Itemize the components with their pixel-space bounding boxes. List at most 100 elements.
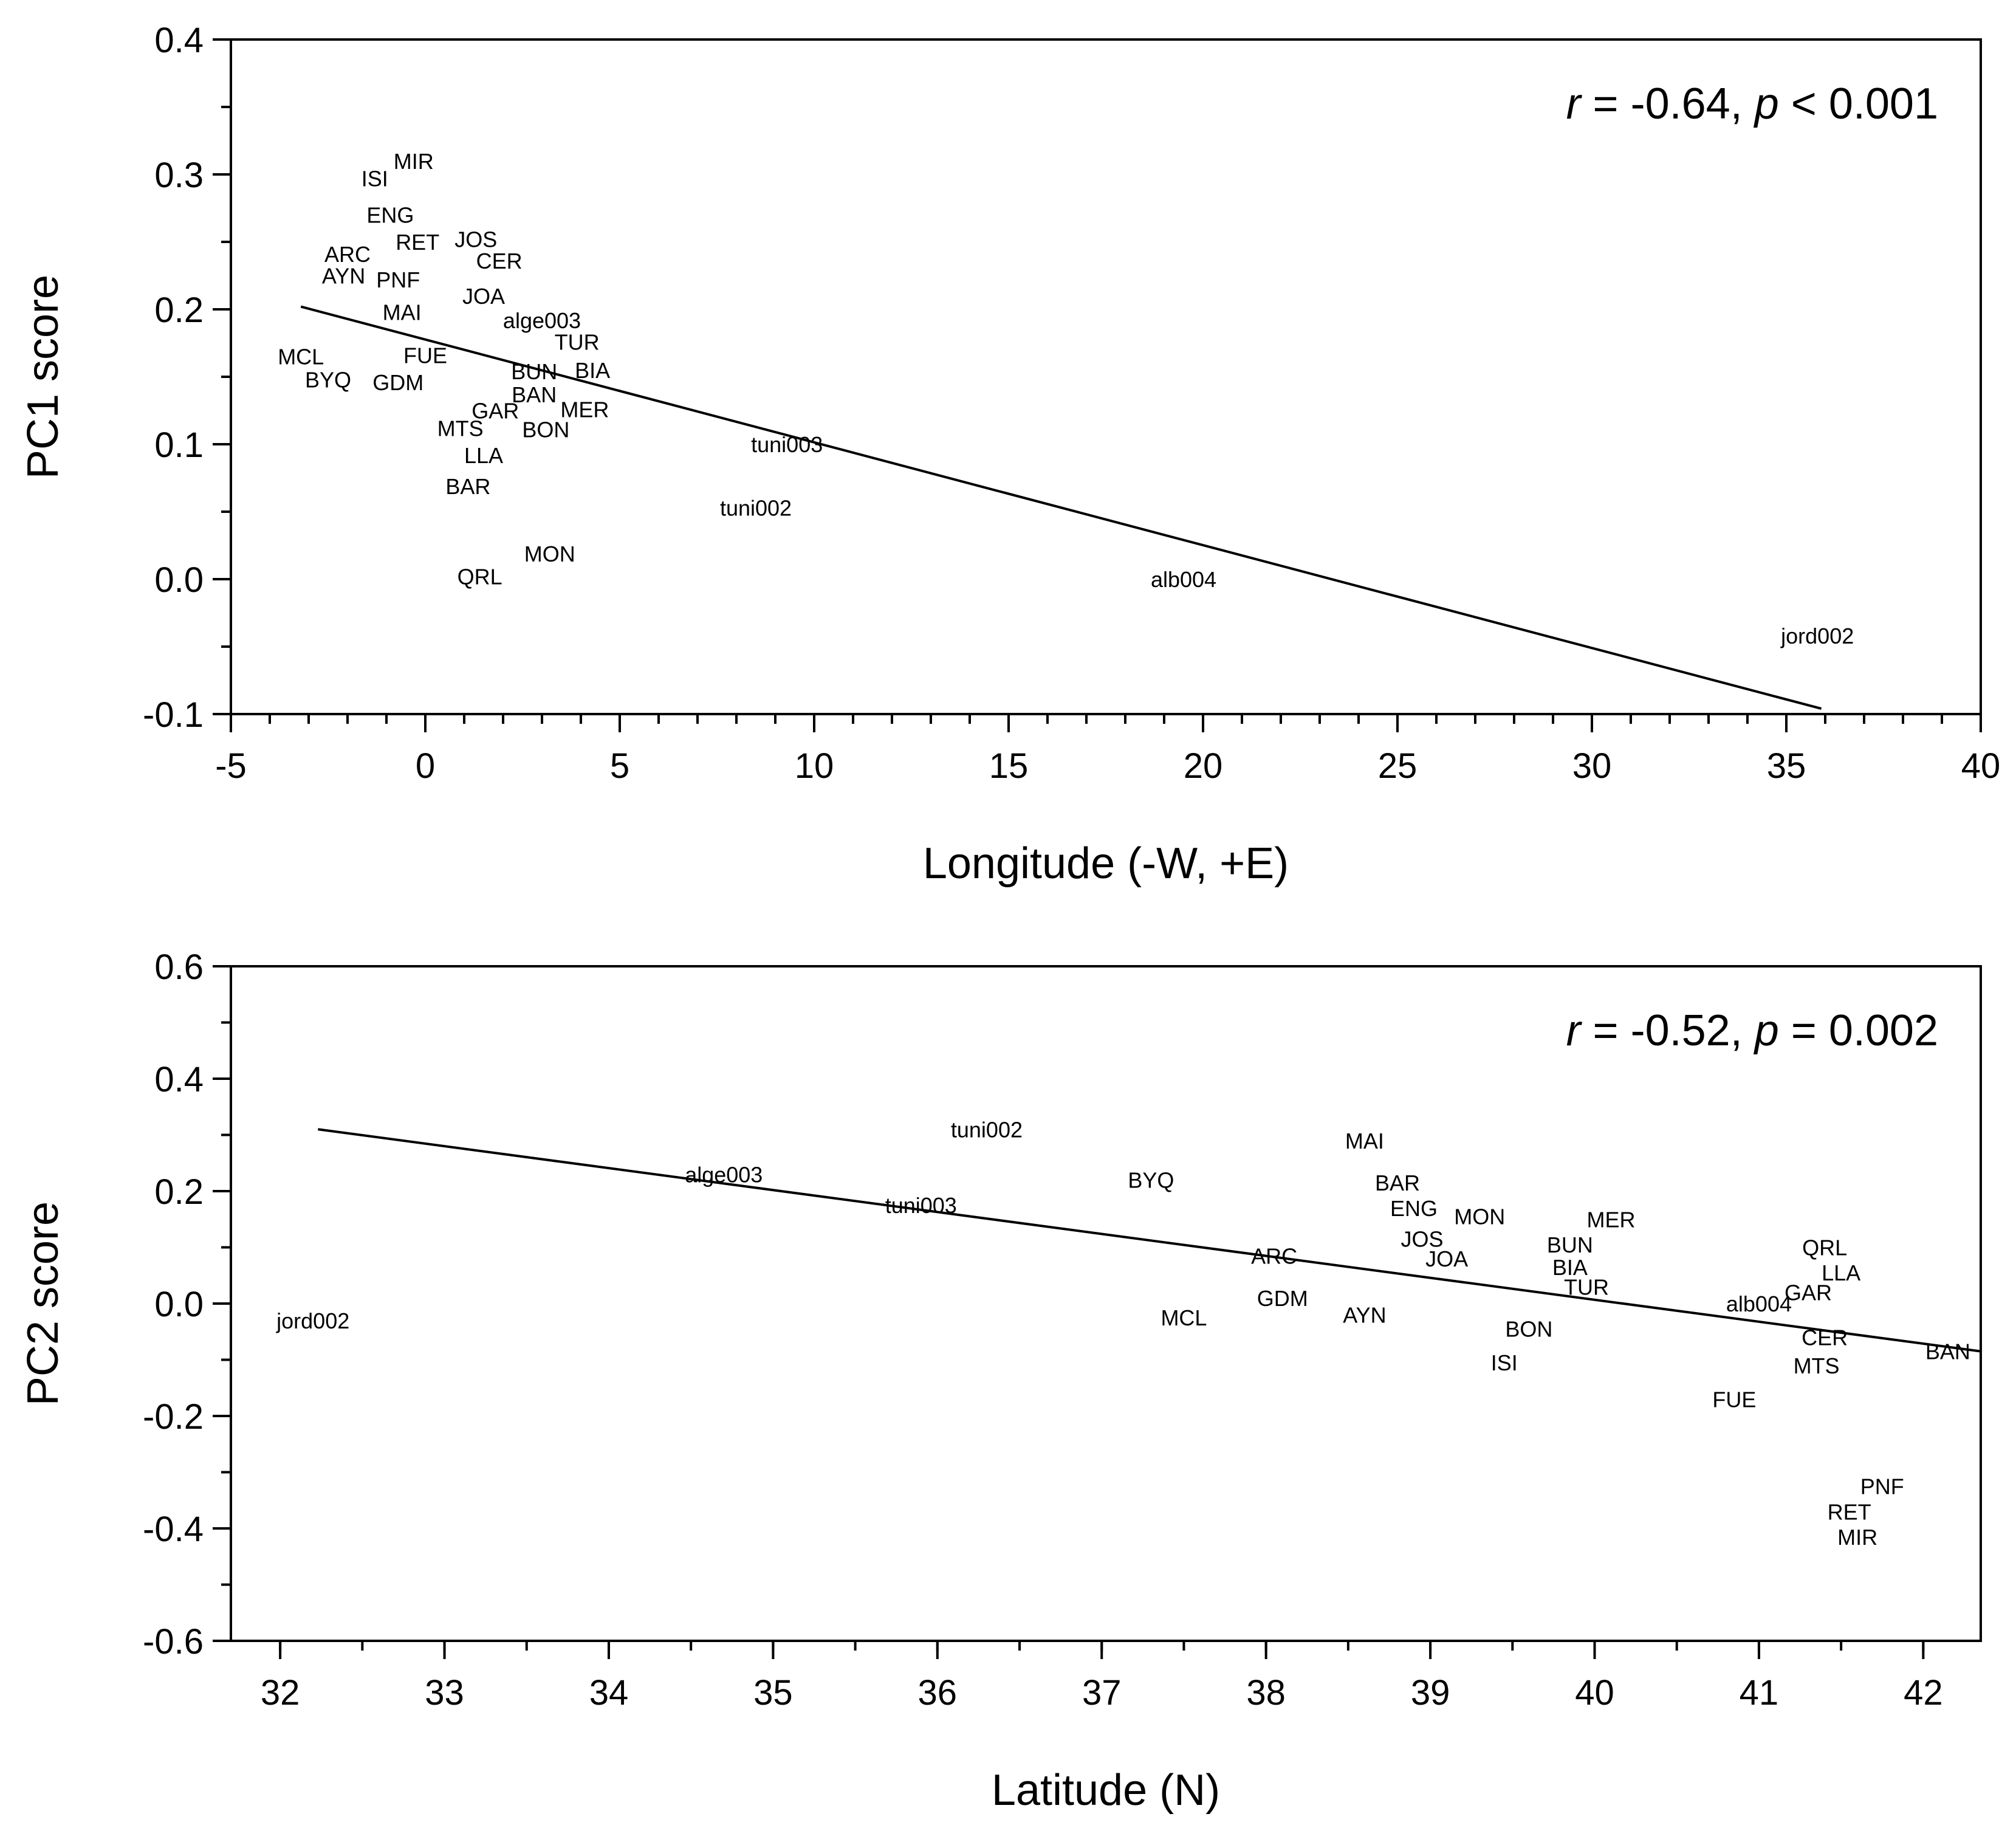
- point-label-LLA: LLA: [1822, 1260, 1860, 1285]
- point-label-jord002: jord002: [1780, 624, 1854, 648]
- point-label-BYQ: BYQ: [305, 367, 351, 392]
- point-label-TUR: TUR: [1564, 1274, 1609, 1299]
- point-label-alge003: alge003: [685, 1162, 763, 1187]
- x-tick-label: -5: [215, 746, 247, 786]
- x-tick-label: 37: [1082, 1673, 1122, 1713]
- point-label-ENG: ENG: [1390, 1196, 1438, 1221]
- point-label-tuni002: tuni002: [720, 495, 792, 520]
- correlation-annotation: r = -0.64, p < 0.001: [1566, 80, 1938, 128]
- point-label-BUN: BUN: [511, 359, 557, 384]
- point-label-TUR: TUR: [555, 329, 600, 354]
- x-tick-label: 25: [1378, 746, 1418, 786]
- point-label-JOA: JOA: [462, 284, 505, 309]
- x-tick-label: 41: [1740, 1673, 1779, 1713]
- point-label-CER: CER: [1802, 1325, 1848, 1350]
- y-axis-title: PC1 score: [19, 275, 67, 479]
- point-label-ENG: ENG: [366, 203, 414, 228]
- point-label-tuni003: tuni003: [751, 432, 823, 457]
- y-tick-label: -0.1: [143, 695, 204, 735]
- point-label-JOS: JOS: [454, 227, 497, 252]
- x-tick-label: 30: [1572, 746, 1612, 786]
- x-tick-label: 38: [1246, 1673, 1286, 1713]
- pc2-latitude-panel: 32 33 34 35 36 37 38 39 40 41 42 -0.6 -0.4 -0.2 0.0 0.2…: [19, 947, 1982, 1815]
- x-tick-label: 5: [610, 746, 629, 786]
- x-tick-label: 10: [795, 746, 834, 786]
- y-tick-label: 0.3: [154, 156, 204, 195]
- x-tick-label: 32: [261, 1673, 300, 1713]
- point-label-BAR: BAR: [445, 474, 490, 499]
- x-tick-label: 42: [1904, 1673, 1943, 1713]
- x-tick-label: 36: [918, 1673, 958, 1713]
- point-label-JOS: JOS: [1401, 1227, 1444, 1252]
- point-label-FUE: FUE: [1712, 1387, 1756, 1412]
- point-label-tuni003: tuni003: [885, 1193, 957, 1218]
- x-tick-label: 39: [1411, 1673, 1450, 1713]
- point-label-GAR: GAR: [471, 399, 519, 424]
- point-label-FUE: FUE: [403, 343, 447, 368]
- y-tick-label: 0.0: [154, 1285, 204, 1324]
- point-label-MON: MON: [1454, 1205, 1505, 1229]
- x-tick-label: 15: [989, 746, 1029, 786]
- x-tick-label: 20: [1184, 746, 1223, 786]
- point-label-BUN: BUN: [1547, 1232, 1593, 1257]
- point-label-MIR: MIR: [1837, 1525, 1877, 1550]
- point-label-BYQ: BYQ: [1128, 1168, 1174, 1193]
- point-label-MAI: MAI: [1345, 1129, 1384, 1153]
- point-label-MAI: MAI: [383, 300, 422, 325]
- point-label-MON: MON: [524, 541, 575, 566]
- point-label-BIA: BIA: [1552, 1255, 1588, 1280]
- point-label-CER: CER: [476, 249, 523, 273]
- point-label-LLA: LLA: [464, 443, 503, 468]
- x-axis-title: Latitude (N): [992, 1766, 1220, 1815]
- point-label-AYN: AYN: [322, 264, 365, 289]
- point-label-PNF: PNF: [1860, 1474, 1904, 1499]
- point-label-GDM: GDM: [1257, 1286, 1308, 1311]
- point-label-GDM: GDM: [372, 370, 423, 395]
- y-tick-label: 0.0: [154, 560, 204, 600]
- x-axis-title: Longitude (-W, +E): [923, 839, 1289, 888]
- point-label-BON: BON: [1505, 1317, 1552, 1342]
- point-label-BAN: BAN: [512, 382, 557, 407]
- point-label-RET: RET: [396, 230, 439, 255]
- y-tick-label: -0.2: [143, 1397, 204, 1437]
- point-label-MER: MER: [560, 397, 609, 422]
- regression-line: [318, 1128, 1981, 1353]
- point-label-BIA: BIA: [575, 358, 610, 383]
- point-label-tuni002: tuni002: [951, 1117, 1023, 1142]
- point-label-ARC: ARC: [1251, 1243, 1297, 1268]
- y-tick-label: 0.4: [154, 1060, 204, 1099]
- point-label-BON: BON: [522, 418, 569, 442]
- point-label-ISI: ISI: [362, 167, 388, 191]
- point-label-alge003: alge003: [503, 308, 581, 333]
- y-tick-label: 0.1: [154, 425, 204, 465]
- point-label-QRL: QRL: [1802, 1235, 1847, 1260]
- plot-frame: [230, 965, 1982, 1642]
- point-label-RET: RET: [1828, 1499, 1871, 1524]
- point-label-ISI: ISI: [1491, 1350, 1518, 1375]
- point-label-JOA: JOA: [1425, 1246, 1468, 1271]
- y-tick-label: 0.6: [154, 947, 204, 987]
- point-label-PNF: PNF: [376, 267, 420, 292]
- regression-line: [300, 305, 1822, 710]
- point-label-MIR: MIR: [394, 149, 434, 174]
- x-tick-label: 35: [753, 1673, 793, 1713]
- y-tick-label: -0.4: [143, 1510, 204, 1549]
- x-tick-label: 33: [425, 1673, 464, 1713]
- correlation-annotation: r = -0.52, p = 0.002: [1566, 1006, 1938, 1055]
- point-label-MTS: MTS: [1794, 1353, 1840, 1378]
- y-tick-label: -0.6: [143, 1622, 204, 1662]
- point-label-BAN: BAN: [1925, 1339, 1970, 1364]
- x-tick-label: 40: [1961, 746, 2001, 786]
- point-label-alb004: alb004: [1151, 567, 1216, 592]
- point-label-MER: MER: [1587, 1207, 1636, 1232]
- x-tick-label: 0: [416, 746, 435, 786]
- point-label-MCL: MCL: [1161, 1305, 1207, 1330]
- point-label-alb004: alb004: [1726, 1291, 1792, 1316]
- x-tick-label: 35: [1767, 746, 1806, 786]
- point-label-GAR: GAR: [1785, 1280, 1832, 1305]
- y-tick-label: 0.2: [154, 1172, 204, 1212]
- x-tick-label: 40: [1575, 1673, 1614, 1713]
- y-tick-label: 0.2: [154, 290, 204, 330]
- point-label-QRL: QRL: [458, 565, 502, 589]
